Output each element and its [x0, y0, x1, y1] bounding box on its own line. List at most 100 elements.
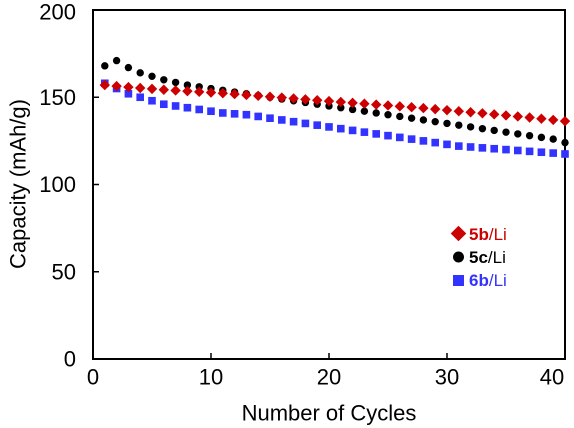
legend-item-6b: 6b/Li: [453, 271, 507, 290]
legend-diamond-marker: [450, 225, 467, 242]
data-point-5b-cycle-23: [359, 98, 370, 109]
data-point-5c-cycle-34: [490, 126, 498, 135]
legend-item-5b: 5b/Li: [450, 225, 507, 244]
data-point-5b-cycle-40: [559, 115, 571, 127]
data-point-5b-cycle-22: [347, 97, 358, 109]
data-point-5b-cycle-8: [182, 85, 193, 97]
data-point-6b-cycle-40: [561, 150, 569, 158]
data-point-5c-cycle-37: [525, 131, 534, 140]
data-point-5c-cycle-40: [561, 138, 569, 147]
legend-circle-marker: [453, 251, 464, 263]
data-point-5b-cycle-12: [229, 88, 240, 100]
data-point-5b-cycle-25: [382, 100, 394, 111]
x-tick-label: 0: [87, 365, 99, 390]
legend: 5b/Li 5c/Li 6b/Li: [450, 225, 507, 290]
data-point-5c-cycle-22: [348, 105, 357, 114]
data-point-5b-cycle-16: [276, 92, 287, 103]
data-point-5c-cycle-7: [171, 78, 180, 87]
data-point-5b-cycle-7: [170, 85, 181, 96]
data-point-5b-cycle-20: [323, 95, 335, 107]
data-point-5c-cycle-5: [148, 72, 156, 81]
data-point-5c-cycle-26: [396, 112, 404, 121]
series-5c: [101, 56, 569, 147]
data-point-5b-cycle-27: [406, 101, 417, 113]
data-point-6b-cycle-35: [502, 145, 510, 154]
legend-label-5c-bold: 5c: [469, 248, 488, 267]
data-point-5b-cycle-31: [453, 106, 464, 117]
legend-item-5c: 5c/Li: [453, 248, 506, 267]
data-point-6b-cycle-31: [455, 142, 463, 150]
data-point-6b-cycle-30: [443, 140, 451, 149]
data-point-6b-cycle-9: [195, 105, 203, 114]
data-point-5c-cycle-24: [372, 109, 380, 117]
data-point-5c-cycle-32: [466, 123, 475, 131]
x-tick-label: 40: [540, 365, 564, 390]
data-point-5c-cycle-27: [407, 114, 416, 122]
legend-label-5b: 5b/Li: [469, 225, 507, 244]
y-tick-label: 0: [64, 347, 76, 372]
data-point-5b-cycle-18: [300, 94, 311, 105]
data-point-5c-cycle-35: [502, 128, 510, 136]
data-point-5b-cycle-21: [335, 96, 346, 108]
data-point-5b-cycle-15: [264, 91, 276, 102]
data-point-6b-cycle-7: [171, 102, 180, 110]
data-point-6b-cycle-18: [301, 119, 310, 128]
data-point-5b-cycle-24: [371, 99, 382, 110]
data-point-5c-cycle-28: [419, 116, 428, 124]
data-point-5b-cycle-17: [288, 93, 299, 104]
data-point-5c-cycle-1: [101, 62, 109, 70]
data-point-5b-cycle-33: [477, 108, 488, 119]
data-point-5b-cycle-6: [158, 84, 169, 95]
data-point-6b-cycle-38: [537, 148, 546, 157]
data-point-5c-cycle-39: [549, 135, 557, 143]
data-point-6b-cycle-4: [136, 93, 144, 102]
data-point-5c-cycle-8: [183, 81, 192, 89]
data-point-5b-cycle-26: [394, 101, 405, 112]
data-point-6b-cycle-29: [431, 138, 439, 147]
data-point-6b-cycle-36: [514, 146, 522, 155]
data-point-6b-cycle-16: [278, 116, 286, 124]
data-point-5b-cycle-29: [430, 103, 441, 115]
data-point-5b-cycle-30: [441, 104, 453, 116]
x-tick-label: 10: [199, 365, 223, 390]
x-tick-label: 30: [435, 365, 459, 390]
data-point-5b-cycle-34: [489, 109, 500, 120]
x-tick-label: 20: [317, 365, 341, 390]
data-point-5c-cycle-29: [431, 117, 439, 126]
data-point-6b-cycle-17: [289, 117, 298, 126]
data-point-6b-cycle-24: [372, 130, 380, 138]
y-axis-title: Capacity (mAh/g): [6, 99, 31, 269]
legend-square-marker: [453, 275, 464, 286]
data-point-6b-cycle-39: [549, 149, 557, 157]
data-point-6b-cycle-22: [348, 126, 357, 135]
data-point-6b-cycle-11: [219, 109, 227, 117]
data-point-5b-cycle-1: [99, 79, 110, 91]
data-point-5b-cycle-10: [205, 87, 217, 98]
data-point-5b-cycle-32: [465, 107, 476, 118]
data-point-5c-cycle-6: [160, 76, 168, 84]
data-point-6b-cycle-6: [160, 100, 168, 109]
data-point-5b-cycle-37: [524, 112, 535, 123]
data-point-6b-cycle-5: [148, 96, 156, 105]
data-point-6b-cycle-20: [325, 123, 333, 131]
data-point-6b-cycle-12: [230, 110, 239, 118]
legend-label-5b-bold: 5b: [469, 225, 489, 244]
legend-label-5c-suffix: /Li: [488, 248, 506, 267]
data-point-5b-cycle-19: [312, 95, 323, 106]
data-point-6b-cycle-15: [266, 114, 274, 122]
legend-label-6b-suffix: /Li: [489, 271, 507, 290]
data-point-5b-cycle-28: [418, 102, 429, 114]
data-point-6b-cycle-34: [490, 144, 498, 153]
data-point-6b-cycle-21: [337, 124, 345, 133]
y-tick-label: 200: [39, 0, 76, 25]
data-point-6b-cycle-33: [478, 144, 487, 152]
data-point-5b-cycle-9: [194, 86, 205, 98]
data-point-6b-cycle-14: [254, 112, 262, 121]
data-point-5c-cycle-21: [337, 104, 345, 112]
series-5b: [99, 79, 571, 127]
data-point-5c-cycle-38: [537, 133, 546, 142]
data-point-5c-cycle-36: [514, 130, 522, 138]
data-point-5b-cycle-14: [253, 90, 264, 102]
y-tick-label: 100: [39, 172, 76, 197]
